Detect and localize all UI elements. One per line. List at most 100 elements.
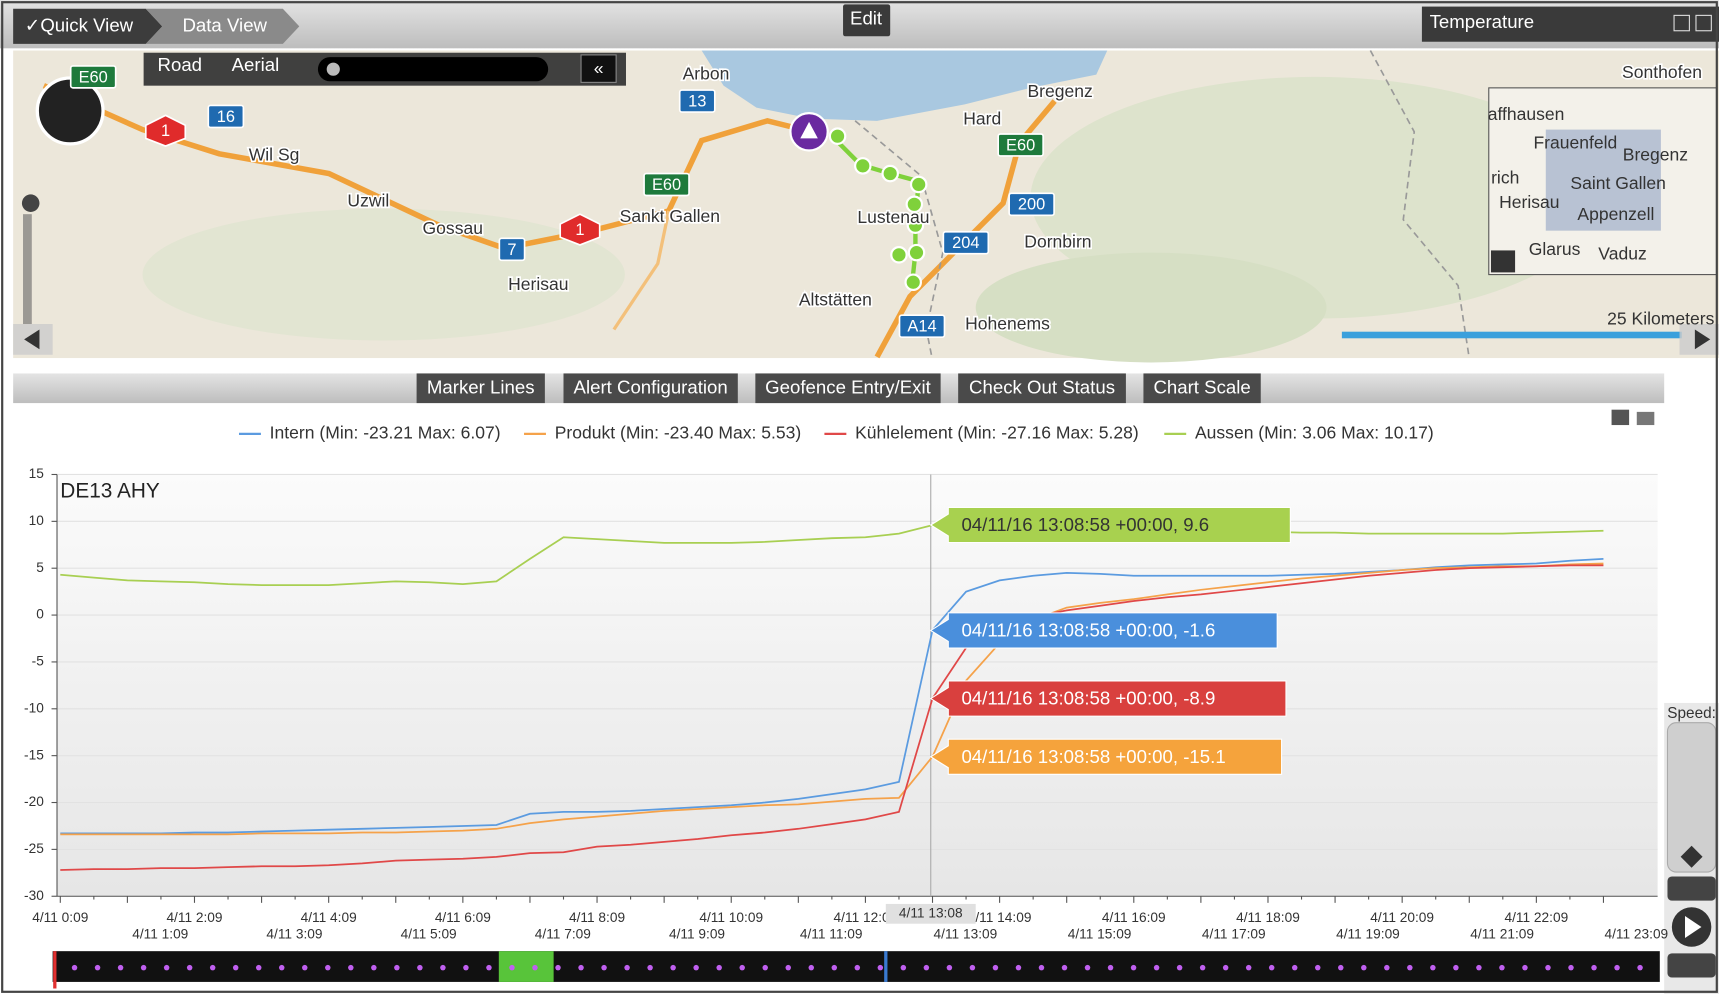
close-button[interactable] bbox=[1695, 14, 1712, 32]
timeline-event bbox=[693, 964, 699, 971]
track-point[interactable] bbox=[905, 195, 924, 214]
minimize-button[interactable] bbox=[1673, 14, 1690, 32]
track-point[interactable] bbox=[904, 273, 922, 292]
x-tick-label: 4/11 6:09 bbox=[435, 910, 491, 925]
timeline-event bbox=[900, 964, 907, 971]
road-shield-label: 1 bbox=[575, 221, 584, 239]
chart-button[interactable] bbox=[958, 373, 1126, 404]
chart-button[interactable] bbox=[1143, 373, 1261, 404]
timeline-event bbox=[1591, 964, 1597, 971]
map[interactable]: « bbox=[13, 50, 1719, 363]
x-tick-label: 4/11 13:09 bbox=[934, 926, 998, 941]
chart-button[interactable] bbox=[755, 373, 941, 404]
road-shield bbox=[1008, 192, 1055, 217]
road bbox=[612, 210, 671, 331]
x-tick-label: 4/11 18:09 bbox=[1236, 910, 1300, 925]
road-shield bbox=[498, 237, 526, 262]
inset-label: Bregenz bbox=[1623, 145, 1688, 165]
place-label: Wil Sg bbox=[249, 145, 300, 165]
x-tick-label: 4/11 22:09 bbox=[1505, 910, 1569, 925]
timeline-event bbox=[1315, 964, 1321, 971]
place-label: Sonthofen bbox=[1622, 62, 1702, 82]
timeline-event bbox=[1084, 964, 1091, 971]
y-tick-label: -10 bbox=[24, 700, 44, 715]
timeline-event bbox=[1430, 964, 1436, 971]
speed-thumb[interactable] bbox=[1680, 845, 1703, 868]
rewind-button[interactable] bbox=[1667, 876, 1716, 901]
chart-button-label: Geofence Entry/Exit bbox=[765, 377, 931, 398]
edit-label: Edit bbox=[850, 8, 883, 29]
print-icon[interactable] bbox=[1636, 411, 1655, 426]
cursor-label: 4/11 13:08 bbox=[899, 905, 963, 920]
timeline-event bbox=[325, 964, 331, 971]
inset-label: Saint Gallen bbox=[1570, 173, 1666, 193]
track-point[interactable] bbox=[828, 127, 847, 145]
timeline-event bbox=[1568, 964, 1574, 971]
timeline-event bbox=[1476, 964, 1482, 971]
x-tick-label: 4/11 15:09 bbox=[1068, 926, 1132, 941]
zoom-slider[interactable] bbox=[23, 214, 32, 325]
inset-label: Herisau bbox=[1499, 192, 1559, 212]
x-tick-label: 4/11 8:09 bbox=[569, 910, 625, 925]
timeline-event bbox=[417, 964, 423, 971]
road-shield bbox=[643, 172, 690, 197]
timeline-event bbox=[1015, 964, 1022, 971]
speed-label: Speed: bbox=[1667, 705, 1716, 722]
arrow-right bbox=[1694, 329, 1711, 350]
timeline-event bbox=[1038, 964, 1045, 971]
timeline-event bbox=[647, 964, 653, 971]
vehicle-track bbox=[789, 112, 928, 292]
timeline-event bbox=[739, 964, 745, 971]
timeline-event bbox=[831, 964, 838, 971]
y-tick-label: 15 bbox=[29, 466, 45, 481]
timeline-event bbox=[1499, 964, 1505, 971]
y-tick-label: -25 bbox=[24, 841, 44, 856]
inset-label: Appenzell bbox=[1577, 204, 1654, 224]
search-icon bbox=[326, 62, 340, 76]
x-tick-label: 4/11 10:09 bbox=[699, 910, 763, 925]
chart-button-label: Check Out Status bbox=[969, 377, 1115, 398]
place-label: Herisau bbox=[508, 274, 568, 294]
x-tick-label: 4/11 1:09 bbox=[132, 926, 188, 941]
series-line bbox=[60, 557, 1604, 835]
timeline-event bbox=[1153, 964, 1160, 971]
track-point[interactable] bbox=[881, 164, 899, 183]
x-tick-label: 4/11 9:09 bbox=[669, 926, 725, 941]
x-tick-label: 4/11 0:09 bbox=[32, 910, 88, 925]
track-point[interactable] bbox=[909, 175, 928, 194]
timeline-event bbox=[1453, 964, 1459, 971]
tooltip-label: 04/11/16 13:08:58 +00:00, -15.1 bbox=[961, 746, 1225, 767]
chart-button[interactable] bbox=[416, 373, 545, 404]
tooltip-box bbox=[929, 738, 1283, 775]
forward-button[interactable] bbox=[1667, 953, 1716, 978]
edit-button[interactable] bbox=[843, 4, 891, 37]
track-point[interactable] bbox=[906, 216, 925, 234]
zoom-in[interactable] bbox=[21, 194, 40, 212]
y-tick-label: -5 bbox=[32, 654, 45, 669]
scale-bar bbox=[1341, 331, 1682, 339]
timeline-event bbox=[186, 964, 193, 971]
inset-viewport bbox=[1545, 129, 1661, 231]
track-point[interactable] bbox=[890, 246, 908, 264]
collapse-button[interactable] bbox=[580, 54, 617, 83]
search-field[interactable] bbox=[317, 57, 549, 82]
inset-label: affhausen bbox=[1488, 104, 1565, 124]
save-icon[interactable] bbox=[1611, 409, 1630, 426]
tab-quick-view[interactable] bbox=[13, 8, 163, 44]
timeline-event bbox=[71, 964, 78, 971]
timeline-event bbox=[486, 964, 492, 971]
tooltip-label: 04/11/16 13:08:58 +00:00, 9.6 bbox=[961, 514, 1209, 535]
road-shield-label: 204 bbox=[952, 234, 979, 252]
legend-label: Kühlelement (Min: -27.16 Max: 5.28) bbox=[855, 422, 1139, 442]
timeline-event bbox=[163, 964, 170, 971]
timeline-event bbox=[923, 964, 930, 971]
inset-toggle[interactable] bbox=[1490, 250, 1516, 273]
track-point[interactable] bbox=[907, 243, 926, 262]
tooltip-label: 04/11/16 13:08:58 +00:00, -8.9 bbox=[961, 688, 1215, 709]
x-tick-label: 4/11 11:09 bbox=[800, 926, 863, 941]
series-line bbox=[60, 524, 1604, 586]
x-tick-label: 4/11 5:09 bbox=[401, 926, 457, 941]
tab-data-view[interactable] bbox=[145, 8, 300, 44]
chart-button[interactable] bbox=[563, 373, 738, 404]
track-point[interactable] bbox=[854, 157, 872, 175]
